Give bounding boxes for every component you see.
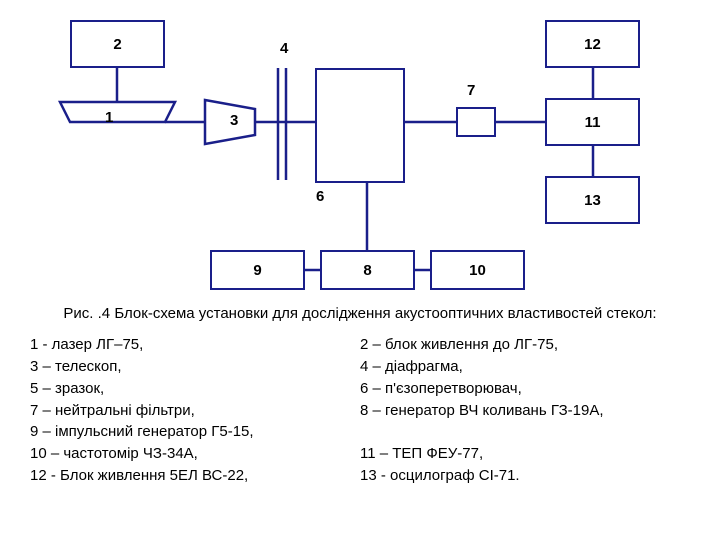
wire-5 [278, 68, 286, 180]
legend-cell: 12 - Блок живлення 5ЕЛ ВС-22, [30, 465, 360, 487]
legend-row: 5 – зразок,6 – п'єзоперетворювач, [30, 378, 690, 400]
node-n5o [315, 68, 405, 183]
node-n11: 11 [545, 98, 640, 146]
node-n13: 13 [545, 176, 640, 224]
legend-row: 7 – нейтральні фільтри,8 – генератор ВЧ … [30, 400, 690, 422]
node-n8: 8 [320, 250, 415, 290]
legend-cell [360, 421, 690, 443]
node-n9: 9 [210, 250, 305, 290]
legend: 1 - лазер ЛГ–75,2 – блок живлення до ЛГ-… [30, 334, 690, 486]
legend-cell: 13 - осцилограф СІ-71. [360, 465, 690, 487]
legend-cell: 4 – діафрагма, [360, 356, 690, 378]
label-lbl6: 6 [316, 188, 324, 205]
legend-cell: 9 – імпульсний генератор Г5-15, [30, 421, 360, 443]
legend-cell: 8 – генератор ВЧ коливань ГЗ-19А, [360, 400, 690, 422]
node-n12: 12 [545, 20, 640, 68]
legend-row: 12 - Блок живлення 5ЕЛ ВС-22,13 - осцило… [30, 465, 690, 487]
figure-caption: Рис. .4 Блок-схема установки для дослідж… [30, 304, 690, 324]
legend-row: 3 – телескоп,4 – діафрагма, [30, 356, 690, 378]
legend-cell: 11 – ТЕП ФЕУ-77, [360, 443, 690, 465]
legend-row: 10 – частотомір ЧЗ-34А,11 – ТЕП ФЕУ-77, [30, 443, 690, 465]
legend-cell: 2 – блок живлення до ЛГ-75, [360, 334, 690, 356]
legend-cell: 10 – частотомір ЧЗ-34А, [30, 443, 360, 465]
node-n10: 10 [430, 250, 525, 290]
wire-0 [60, 102, 175, 122]
label-lbl7: 7 [467, 82, 475, 99]
legend-cell: 3 – телескоп, [30, 356, 360, 378]
legend-cell: 5 – зразок, [30, 378, 360, 400]
label-lbl1: 1 [105, 109, 113, 126]
label-lbl3: 3 [230, 112, 238, 129]
legend-row: 1 - лазер ЛГ–75,2 – блок живлення до ЛГ-… [30, 334, 690, 356]
legend-cell: 7 – нейтральні фільтри, [30, 400, 360, 422]
legend-cell: 1 - лазер ЛГ–75, [30, 334, 360, 356]
node-n7 [456, 107, 496, 137]
label-lbl4: 4 [280, 40, 288, 57]
legend-row: 9 – імпульсний генератор Г5-15, [30, 421, 690, 443]
legend-cell: 6 – п'єзоперетворювач, [360, 378, 690, 400]
node-n2: 2 [70, 20, 165, 68]
block-diagram: 25121113981013467 [0, 0, 720, 300]
